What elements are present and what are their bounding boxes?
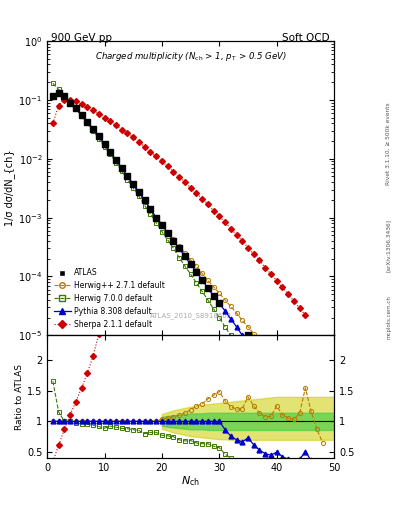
Text: Soft QCD: Soft QCD: [283, 33, 330, 44]
X-axis label: $N_\mathsf{ch}$: $N_\mathsf{ch}$: [181, 475, 200, 488]
Text: ATLAS_2010_S8918562: ATLAS_2010_S8918562: [150, 312, 231, 319]
Text: Charged multiplicity ($N_\mathsf{ch}$ > 1, $p_\mathsf{T}$ > 0.5 GeV): Charged multiplicity ($N_\mathsf{ch}$ > …: [95, 50, 286, 63]
Text: [arXiv:1306.3436]: [arXiv:1306.3436]: [386, 219, 391, 272]
Text: mcplots.cern.ch: mcplots.cern.ch: [386, 295, 391, 339]
Y-axis label: 1/σ dσ/dN_{ch}: 1/σ dσ/dN_{ch}: [4, 150, 15, 226]
Text: Rivet 3.1.10, ≥ 500k events: Rivet 3.1.10, ≥ 500k events: [386, 102, 391, 185]
Legend: ATLAS, Herwig++ 2.7.1 default, Herwig 7.0.0 default, Pythia 8.308 default, Sherp: ATLAS, Herwig++ 2.7.1 default, Herwig 7.…: [54, 268, 165, 329]
Y-axis label: Ratio to ATLAS: Ratio to ATLAS: [15, 364, 24, 430]
Text: 900 GeV pp: 900 GeV pp: [51, 33, 112, 44]
